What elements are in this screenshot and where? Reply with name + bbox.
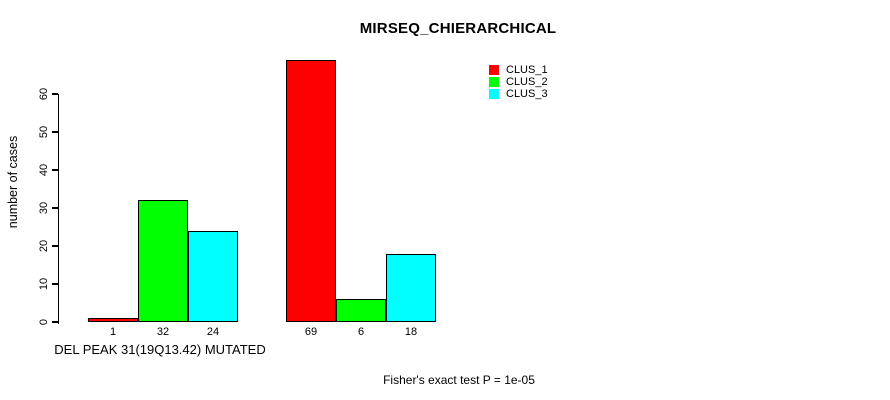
bar-clus_2-group1 bbox=[138, 200, 188, 322]
y-axis-tick bbox=[51, 207, 58, 209]
y-axis-tick-label: 40 bbox=[38, 163, 50, 177]
x-axis-label: DEL PEAK 31(19Q13.42) MUTATED bbox=[54, 342, 266, 357]
bar-value-label: 18 bbox=[404, 326, 418, 338]
y-axis-tick-label: 10 bbox=[38, 277, 50, 291]
bar-value-label: 69 bbox=[304, 326, 318, 338]
bar-value-label: 1 bbox=[109, 326, 117, 338]
y-axis-tick-label: 60 bbox=[38, 87, 50, 101]
bar-value-label: 6 bbox=[357, 326, 365, 338]
bar-value-label: 32 bbox=[156, 326, 170, 338]
bar-clus_1-group1 bbox=[88, 318, 138, 322]
fisher-test-annotation: Fisher's exact test P = 1e-05 bbox=[383, 373, 535, 387]
y-axis-tick bbox=[51, 283, 58, 285]
y-axis-tick bbox=[51, 169, 58, 171]
bar-clus_3-group1 bbox=[188, 230, 238, 322]
y-axis-tick bbox=[51, 321, 58, 323]
y-axis-tick bbox=[51, 245, 58, 247]
y-axis-title: number of cases bbox=[6, 135, 20, 229]
bar-clus_1-group2 bbox=[286, 59, 336, 322]
y-axis-tick bbox=[51, 93, 58, 95]
y-axis-line bbox=[57, 94, 59, 324]
bar-clus_3-group2 bbox=[386, 253, 436, 322]
y-axis-tick bbox=[51, 131, 58, 133]
legend-item-clus_2: CLUS_2 bbox=[489, 76, 548, 88]
chart-title: MIRSEQ_CHIERARCHICAL bbox=[359, 20, 557, 37]
legend: CLUS_1 CLUS_2 CLUS_3 bbox=[489, 64, 548, 100]
legend-swatch-icon bbox=[489, 89, 499, 99]
legend-label: CLUS_1 bbox=[506, 64, 548, 76]
legend-label: CLUS_3 bbox=[506, 88, 548, 100]
y-axis-tick-label: 30 bbox=[38, 201, 50, 215]
legend-swatch-icon bbox=[489, 65, 499, 75]
y-axis-tick-label: 50 bbox=[38, 125, 50, 139]
y-axis-tick-label: 20 bbox=[38, 239, 50, 253]
legend-item-clus_1: CLUS_1 bbox=[489, 64, 548, 76]
y-axis-tick-label: 0 bbox=[38, 318, 50, 326]
legend-item-clus_3: CLUS_3 bbox=[489, 88, 548, 100]
bar-value-label: 24 bbox=[206, 326, 220, 338]
legend-label: CLUS_2 bbox=[506, 76, 548, 88]
bar-clus_2-group2 bbox=[336, 299, 386, 322]
legend-swatch-icon bbox=[489, 77, 499, 87]
